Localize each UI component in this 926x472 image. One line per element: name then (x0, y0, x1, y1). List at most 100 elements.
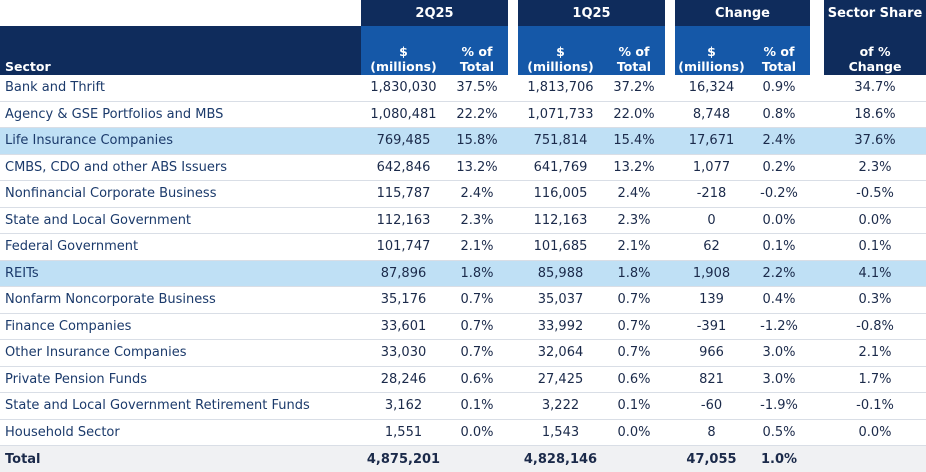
2q-dollars: 35,176 (361, 287, 446, 314)
2q-pct: 2.3% (446, 207, 508, 234)
change-dollars: 17,671 (675, 128, 748, 155)
change-pct: -1.9% (748, 393, 810, 420)
change-dollars: 8 (675, 419, 748, 446)
group-header-change: Change (675, 0, 810, 26)
2q-pct: 2.4% (446, 181, 508, 208)
1q-pct: 2.3% (603, 207, 665, 234)
1q-pct: 37.2% (603, 75, 665, 101)
sector-share: 0.0% (824, 419, 926, 446)
1q-dollars: 1,543 (518, 419, 603, 446)
2q-dollars: 112,163 (361, 207, 446, 234)
sector-name: Bank and Thrift (0, 75, 361, 101)
change-dollars: 16,324 (675, 75, 748, 101)
change-dollars: 62 (675, 234, 748, 261)
change-dollars: 966 (675, 340, 748, 367)
2q-pct: 0.7% (446, 313, 508, 340)
change-pct: 0.0% (748, 207, 810, 234)
change-dollars: -391 (675, 313, 748, 340)
2q-pct: 22.2% (446, 101, 508, 128)
sector-share: 37.6% (824, 128, 926, 155)
sector-share: 0.0% (824, 207, 926, 234)
column-header-2q-dollars: $(millions) (361, 26, 446, 75)
group-header-1q25: 1Q25 (518, 0, 665, 26)
2q-pct: 15.8% (446, 128, 508, 155)
2q-dollars: 28,246 (361, 366, 446, 393)
sector-share: 4.1% (824, 260, 926, 287)
column-header-1q-dollars: $(millions) (518, 26, 603, 75)
change-dollars: -218 (675, 181, 748, 208)
sector-name: Nonfinancial Corporate Business (0, 181, 361, 208)
sector-name: Life Insurance Companies (0, 128, 361, 155)
2q-pct: 0.7% (446, 340, 508, 367)
change-dollars: 1,908 (675, 260, 748, 287)
2q-dollars: 3,162 (361, 393, 446, 420)
2q-dollars: 101,747 (361, 234, 446, 261)
change-pct: 0.8% (748, 101, 810, 128)
column-header-sector: Sector (0, 26, 361, 75)
sector-name: Nonfarm Noncorporate Business (0, 287, 361, 314)
1q-dollars: 1,071,733 (518, 101, 603, 128)
2q-pct: 1.8% (446, 260, 508, 287)
column-header-share: of %Change (824, 26, 926, 75)
1q-pct: 2.4% (603, 181, 665, 208)
sector-name: Private Pension Funds (0, 366, 361, 393)
group-header-sector-share: Sector Share (824, 0, 926, 26)
1q-dollars: 112,163 (518, 207, 603, 234)
change-pct: 0.2% (748, 154, 810, 181)
1q-dollars: 641,769 (518, 154, 603, 181)
1q-dollars: 32,064 (518, 340, 603, 367)
2q-dollars: 1,830,030 (361, 75, 446, 101)
change-pct: 0.4% (748, 287, 810, 314)
sector-share: 0.3% (824, 287, 926, 314)
2q-pct: 0.1% (446, 393, 508, 420)
table-row: State and Local Government Retirement Fu… (0, 393, 926, 420)
group-header-2q25: 2Q25 (361, 0, 508, 26)
2q-dollars: 1,080,481 (361, 101, 446, 128)
1q-pct: 0.1% (603, 393, 665, 420)
2q-dollars: 1,551 (361, 419, 446, 446)
1q-dollars: 1,813,706 (518, 75, 603, 101)
1q-dollars: 33,992 (518, 313, 603, 340)
sector-share: -0.8% (824, 313, 926, 340)
1q-dollars: 116,005 (518, 181, 603, 208)
2q-dollars: 33,601 (361, 313, 446, 340)
2q-pct: 0.0% (446, 419, 508, 446)
sector-name: State and Local Government Retirement Fu… (0, 393, 361, 420)
1q-pct: 0.0% (603, 419, 665, 446)
change-pct: 3.0% (748, 366, 810, 393)
2q-pct: 13.2% (446, 154, 508, 181)
1q-pct: 22.0% (603, 101, 665, 128)
1q-dollars: 27,425 (518, 366, 603, 393)
change-dollars: 139 (675, 287, 748, 314)
2q-dollars: 87,896 (361, 260, 446, 287)
sector-share: 34.7% (824, 75, 926, 101)
1q-pct: 1.8% (603, 260, 665, 287)
1q-dollars: 35,037 (518, 287, 603, 314)
change-pct: 0.1% (748, 234, 810, 261)
2q-dollars: 642,846 (361, 154, 446, 181)
change-pct: -0.2% (748, 181, 810, 208)
change-pct: 0.5% (748, 419, 810, 446)
sector-name: REITs (0, 260, 361, 287)
sector-name: CMBS, CDO and other ABS Issuers (0, 154, 361, 181)
1q-dollars: 751,814 (518, 128, 603, 155)
1q-pct: 15.4% (603, 128, 665, 155)
change-dollars: 8,748 (675, 101, 748, 128)
sector-share: 0.1% (824, 234, 926, 261)
sector-share: -0.1% (824, 393, 926, 420)
2q-dollars: 115,787 (361, 181, 446, 208)
2q-dollars: 33,030 (361, 340, 446, 367)
1q-pct: 13.2% (603, 154, 665, 181)
